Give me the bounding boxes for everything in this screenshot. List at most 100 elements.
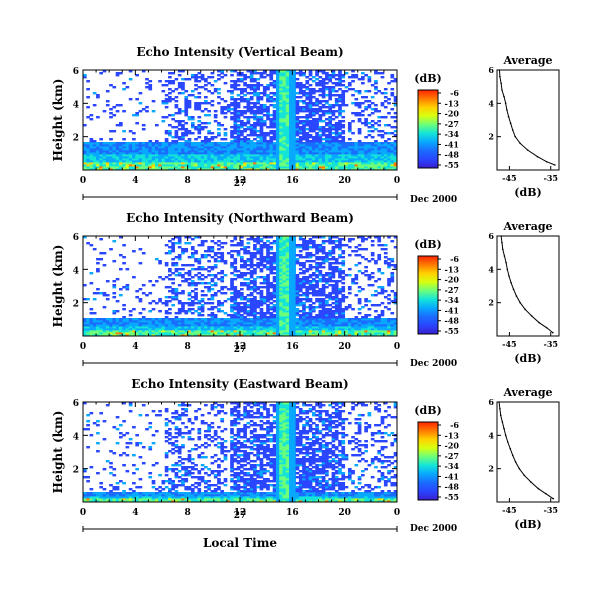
echo-cell [354, 104, 359, 107]
echo-cell [145, 144, 149, 147]
echo-cell [387, 168, 391, 171]
echo-cell [246, 84, 251, 87]
echo-cell [275, 250, 280, 253]
echo-cell [325, 334, 329, 337]
echo-cell [331, 270, 336, 273]
colorbar-tick-label: -48 [445, 150, 460, 160]
echo-cell [217, 164, 221, 167]
echo-cell [269, 100, 274, 103]
echo-cell [210, 92, 215, 95]
echo-cell [158, 162, 162, 165]
echo-cell [370, 148, 375, 151]
echo-cell [236, 250, 241, 253]
echo-cell [351, 142, 355, 145]
echo-cell [282, 72, 287, 75]
echo-cell [298, 152, 303, 155]
echo-cell [308, 330, 313, 333]
echo-cell [217, 244, 221, 247]
echo-cell [256, 316, 261, 319]
echo-cell [315, 140, 319, 143]
echo-cell [256, 82, 261, 85]
echo-cell [233, 314, 238, 317]
echo-cell [347, 160, 352, 163]
echo-cell [217, 322, 221, 325]
echo-cell [279, 306, 283, 309]
echo-cell [230, 272, 234, 275]
echo-cell [220, 164, 225, 167]
echo-cell [279, 156, 283, 159]
echo-cell [223, 152, 228, 155]
echo-cell [282, 290, 287, 293]
echo-cell [295, 332, 300, 335]
echo-cell [374, 156, 378, 159]
echo-cell [285, 168, 290, 171]
echo-cell [210, 100, 215, 103]
echo-cell [226, 110, 231, 113]
echo-cell [305, 106, 310, 109]
echo-cell [338, 268, 342, 271]
echo-cell [253, 322, 257, 325]
echo-cell [171, 152, 175, 155]
echo-cell [295, 162, 300, 165]
echo-cell [243, 272, 247, 275]
echo-cell [357, 130, 362, 133]
echo-cell [135, 332, 139, 335]
echo-cell [236, 116, 241, 119]
echo-cell [197, 130, 202, 133]
echo-cell [109, 144, 113, 147]
echo-cell [141, 148, 146, 151]
echo-cell [383, 142, 388, 145]
echo-cell [154, 258, 159, 261]
echo-cell [328, 304, 332, 307]
echo-cell [357, 78, 362, 81]
echo-cell [292, 312, 296, 315]
echo-cell [135, 98, 139, 101]
echo-cell [181, 146, 185, 149]
echo-cell [308, 312, 313, 315]
echo-cell [334, 128, 339, 131]
echo-cell [338, 246, 342, 249]
echo-cell [164, 302, 169, 305]
echo-cell [184, 128, 189, 131]
echo-cell [164, 312, 169, 315]
echo-cell [253, 254, 257, 257]
echo-cell [122, 130, 126, 133]
echo-cell [230, 84, 234, 87]
echo-cell [285, 162, 290, 165]
echo-cell [174, 316, 179, 319]
echo-cell [236, 168, 241, 171]
x-tick-label: 4 [132, 176, 138, 186]
echo-cell [331, 324, 336, 327]
echo-cell [308, 116, 313, 119]
echo-cell [115, 332, 120, 335]
echo-cell [161, 318, 166, 321]
echo-cell [269, 144, 274, 147]
echo-cell [272, 260, 277, 263]
echo-cell [298, 318, 303, 321]
echo-cell [338, 322, 342, 325]
echo-cell [96, 168, 100, 171]
echo-cell [318, 330, 323, 333]
echo-cell [96, 162, 100, 165]
echo-cell [249, 320, 254, 323]
echo-cell [256, 112, 261, 115]
echo-cell [321, 160, 326, 163]
echo-cell [174, 156, 179, 159]
echo-cell [115, 158, 120, 161]
echo-cell [128, 164, 133, 167]
echo-cell [207, 250, 211, 253]
echo-cell [328, 118, 332, 121]
echo-cell [210, 160, 215, 163]
echo-cell [105, 150, 110, 153]
echo-cell [328, 154, 332, 157]
echo-cell [168, 156, 172, 159]
echo-cell [285, 302, 290, 305]
echo-cell [275, 92, 280, 95]
echo-cell [321, 324, 326, 327]
echo-cell [289, 94, 293, 97]
echo-cell [128, 326, 133, 329]
echo-cell [220, 156, 225, 159]
echo-cell [86, 322, 90, 325]
echo-cell [315, 74, 319, 77]
echo-cell [370, 158, 375, 161]
